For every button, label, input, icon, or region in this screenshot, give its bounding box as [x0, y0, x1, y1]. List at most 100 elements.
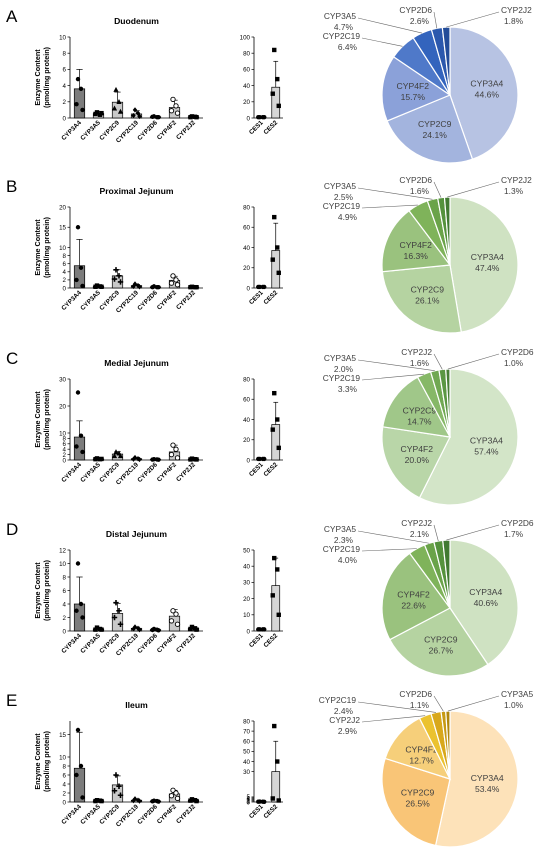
panel-a-ces-data-point [270, 91, 275, 96]
panel-c-ces-y-tick-label: 20 [243, 437, 250, 444]
panel-e-pie-slice-pct: 53.4% [475, 784, 500, 794]
panel-e-ces-y-tick-label: 30 [243, 769, 250, 776]
panel-d-cyp-x-tick-label: CYP2J2 [175, 632, 197, 654]
panel-c-pie-slice-label: CYP2D6 [501, 347, 534, 357]
panel-a-cyp-data-point [156, 114, 161, 120]
panel-d-cyp-data-point [150, 627, 155, 633]
panel-b-ces-data-point [275, 245, 280, 250]
panel-c-cyp-data-point [99, 456, 104, 462]
panel-d-pie-slice-pct: 2.1% [410, 529, 430, 539]
panel-b-cyp-y-tick-label: 8 [63, 253, 67, 260]
panel-d-cyp-data-point [174, 621, 181, 627]
panel-c-ces-y-tick-label: 0 [247, 457, 251, 464]
panel-c-letter: C [6, 349, 18, 368]
panel-e-cyp-data-point [188, 798, 193, 803]
panel-c-cyp-y-tick-label: 6 [63, 441, 67, 448]
panel-c-pie-leader-line [447, 353, 500, 370]
panel-e-cyp-data-point [194, 798, 199, 804]
panel-a-cyp-y-tick-label: 4 [63, 83, 67, 90]
panel-a-cyp-data-point [74, 102, 79, 107]
panel-d-ces-data-point [262, 627, 267, 632]
panel-d-pie-slice [442, 539, 451, 609]
panel-a-cyp-data-point [135, 110, 141, 116]
panel-a-pie-slice-pct: 4.7% [334, 22, 354, 32]
panel-e-ces-y-tick-label: 60 [243, 739, 250, 746]
panel-b-pie-slice-pct: 47.4% [475, 263, 500, 273]
panel-a-ces-x-tick-label: CES1 [248, 119, 265, 136]
panel-c-pie-slice-pct: 1.6% [410, 358, 430, 368]
panel-e-cyp-data-point [131, 797, 136, 804]
panel-a-pie-slice-label: CYP2C19 [323, 31, 361, 41]
panel-b-ces-y-tick-label: 40 [243, 245, 250, 252]
panel-d-pie-slice-pct: 2.3% [334, 535, 354, 545]
panel-e-cyp-data-point [75, 727, 81, 733]
panel-b-pie-slice-label: CYP2D6 [399, 175, 432, 185]
panel-e-cyp-data-point [173, 790, 179, 796]
panel-c-ces-data-point [270, 427, 275, 432]
panel-c-ces-data-point [272, 390, 277, 396]
panel-d-ces-y-tick-label: 40 [243, 564, 250, 571]
panel-c-ces-y-tick-label: 40 [243, 417, 250, 424]
panel-d-pie-slice-pct: 40.6% [474, 598, 499, 608]
panel-a-pie-slice-label: CYP3A5 [324, 11, 356, 21]
panel-e-title: Ileum [125, 700, 148, 710]
panel-a-cyp-data-point [170, 96, 176, 103]
panel-a-ces-y-tick-label: 40 [243, 83, 250, 90]
panel-a-cyp-data-point [150, 114, 155, 119]
panel-e-cyp-data-point [74, 772, 79, 778]
panel-a-ces-y-tick-label: 100 [240, 34, 251, 41]
panel-b-ces-y-tick-label: 20 [243, 265, 250, 272]
panel-b: B Proximal Jejunum Enzyme Content (pmol/mg … [6, 175, 532, 334]
panel-d-y-axis-label: Enzyme Content [33, 562, 42, 619]
panel-d-pie-slice-pct: 4.0% [338, 555, 358, 565]
panel-b-cyp-data-point [174, 282, 181, 288]
panel-e-pie-leader-line [433, 695, 444, 712]
panel-b-cyp-y-tick-label: 4 [63, 269, 67, 276]
panel-e-pie-slice-label: CYP2J2 [329, 715, 360, 725]
panel-d-cyp-data-point [156, 628, 161, 633]
panel-d-ces-x-tick-label: CES2 [262, 632, 279, 649]
panel-c-pie-slice-label: CYP3A4 [470, 436, 503, 446]
panel-d-pie-leader-line [357, 530, 430, 544]
panel-c-cyp-data-point [78, 433, 84, 438]
panel-c-pie-slice-label: CYP4F2 [401, 444, 434, 454]
panel-d-cyp-y-tick-label: 6 [63, 588, 67, 595]
panel-b-cyp-y-tick-label: 10 [59, 245, 66, 252]
panel-d-cyp-data-point [116, 608, 122, 614]
panel-e-cyp-y-tick-label: 4 [63, 781, 67, 788]
panel-d-pie-slice-label: CYP2C19 [323, 544, 361, 554]
panel-e-ces-data-point [272, 723, 277, 729]
panel-c-cyp-data-point [170, 442, 176, 448]
panel-e-ces-data-point [270, 796, 275, 801]
panel-e-ces-y-tick-label: 5 [247, 794, 251, 801]
panel-e-ces-y-tick-label: 1 [247, 798, 251, 805]
panel-b-pie-leader-line [433, 181, 442, 198]
panel-e-ces-y-tick-label: 70 [243, 728, 250, 735]
panel-c-cyp-y-tick-label: 20 [59, 403, 66, 410]
panel-d-cyp-data-point [99, 627, 104, 632]
panel-e-pie-slice-label: CYP3A5 [501, 689, 533, 699]
panel-a-title: Duodenum [114, 16, 159, 26]
panel-e-ces-y-tick-label: 3 [247, 796, 251, 803]
panel-c-cyp-y-tick-label: 10 [59, 430, 66, 437]
panel-a-cyp-data-point [80, 107, 85, 113]
panel-b-ces-x-tick-label: CES1 [248, 289, 265, 306]
panel-d-cyp-data-point [113, 599, 119, 606]
panel-e-cyp-data-point [99, 798, 104, 804]
panel-d-pie-slice-pct: 1.7% [504, 529, 524, 539]
panel-d-y-axis-label: (pmol/mg protein) [42, 559, 51, 621]
panel-c-cyp-y-tick-label: 8 [63, 436, 67, 443]
panel-c-ces-data-point [275, 417, 280, 422]
panel-d-ces-data-point [275, 567, 280, 572]
panel-a-pie-slice-label: CYP2C9 [418, 119, 452, 129]
panel-e-cyp-x-tick-label: CYP2D6 [136, 803, 159, 826]
panel-b-cyp-data-point [168, 280, 175, 286]
panel-b-letter: B [6, 177, 17, 196]
panel-a-ces-y-tick-label: 80 [243, 51, 250, 58]
panel-a-pie-slice [449, 26, 519, 160]
panel-d-ces-x-tick-label: CES1 [248, 632, 265, 649]
panel-c-cyp-y-tick-label: 0 [63, 457, 67, 464]
panel-b-pie-slice-label: CYP4F2 [399, 240, 432, 250]
panel-c-pie-slice-label: CYP2J2 [401, 347, 432, 357]
panel-b-pie-leader-line [361, 204, 418, 209]
